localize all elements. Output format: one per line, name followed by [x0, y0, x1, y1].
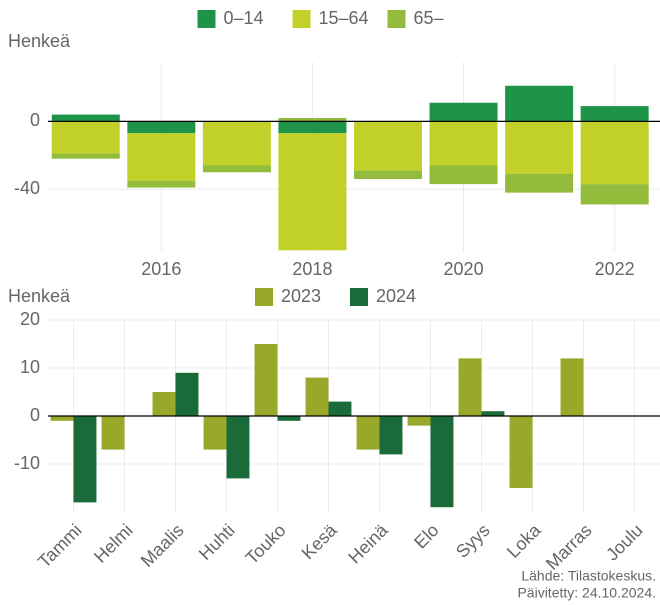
- legend-swatch: [387, 10, 406, 28]
- y-tick-label: 10: [20, 357, 40, 377]
- bar-segment: [202, 165, 271, 173]
- x-tick-label: 2020: [444, 259, 484, 279]
- bar: [379, 416, 403, 455]
- legend-swatch: [292, 10, 311, 28]
- x-tick-label: Touko: [242, 520, 290, 568]
- bar-segment: [354, 121, 422, 171]
- bar: [458, 358, 482, 416]
- bar-segment: [127, 133, 196, 181]
- x-tick-label: Elo: [410, 520, 443, 553]
- bar-segment: [354, 170, 422, 180]
- bar-segment: [505, 173, 574, 193]
- bar-segment: [429, 102, 498, 122]
- bar-segment: [580, 121, 649, 185]
- bar-segment: [51, 153, 120, 159]
- bar: [101, 416, 125, 450]
- bar-segment: [278, 121, 347, 134]
- y-axis-label: Henkeä: [8, 31, 71, 51]
- x-tick-label: Heinä: [344, 519, 392, 567]
- bar-segment: [429, 121, 498, 166]
- bar-segment: [580, 106, 649, 122]
- bar-segment: [429, 165, 498, 185]
- legend-swatch: [350, 288, 368, 306]
- y-axis-label: Henkeä: [8, 286, 71, 306]
- bar: [152, 392, 176, 416]
- y-tick-label: 20: [20, 309, 40, 329]
- bar-segment: [580, 184, 649, 205]
- x-tick-label: Kesä: [298, 519, 342, 563]
- bar: [328, 401, 352, 416]
- bar-segment: [278, 133, 347, 251]
- x-tick-label: Huhti: [195, 520, 239, 564]
- x-tick-label: 2016: [141, 259, 181, 279]
- bar: [73, 416, 97, 503]
- bar: [481, 411, 505, 416]
- bar: [226, 416, 250, 479]
- legend-swatch: [197, 10, 216, 28]
- y-tick-label: 0: [30, 110, 40, 130]
- x-tick-label: Marras: [542, 520, 596, 574]
- bar-segment: [127, 180, 196, 188]
- bar: [407, 416, 431, 426]
- bar-segment: [202, 121, 271, 166]
- x-tick-label: Syys: [452, 520, 494, 562]
- bar: [254, 344, 278, 416]
- x-tick-label: Tammi: [34, 520, 86, 572]
- y-tick-label: -10: [14, 453, 40, 473]
- bar: [560, 358, 584, 416]
- legend-label: 65–: [414, 8, 444, 28]
- x-tick-label: 2022: [595, 259, 635, 279]
- legend-label: 15–64: [319, 8, 369, 28]
- bar-segment: [127, 121, 196, 134]
- x-tick-label: 2018: [292, 259, 332, 279]
- bar: [203, 416, 227, 450]
- bar: [305, 377, 329, 416]
- bar-segment: [51, 114, 120, 122]
- x-tick-label: Helmi: [90, 520, 137, 567]
- updated: Päivitetty: 24.10.2024.: [517, 585, 656, 601]
- legend-label: 0–14: [224, 8, 264, 28]
- bar: [509, 416, 533, 488]
- legend-label: 2024: [376, 286, 416, 306]
- legend-swatch: [255, 288, 273, 306]
- bar: [277, 416, 301, 421]
- legend-label: 2023: [281, 286, 321, 306]
- y-tick-label: -40: [14, 178, 40, 198]
- x-tick-label: Joulu: [602, 520, 647, 565]
- bar-segment: [51, 121, 120, 154]
- bar-segment: [505, 121, 574, 174]
- bar: [356, 416, 380, 450]
- source: Lähde: Tilastokeskus.: [521, 568, 656, 584]
- x-tick-label: Maalis: [137, 520, 188, 571]
- bar: [175, 372, 199, 416]
- bar: [430, 416, 454, 508]
- y-tick-label: 0: [30, 405, 40, 425]
- bar-segment: [505, 85, 574, 122]
- bar-segment: [278, 117, 347, 122]
- x-tick-label: Loka: [503, 519, 545, 561]
- bar: [50, 416, 74, 421]
